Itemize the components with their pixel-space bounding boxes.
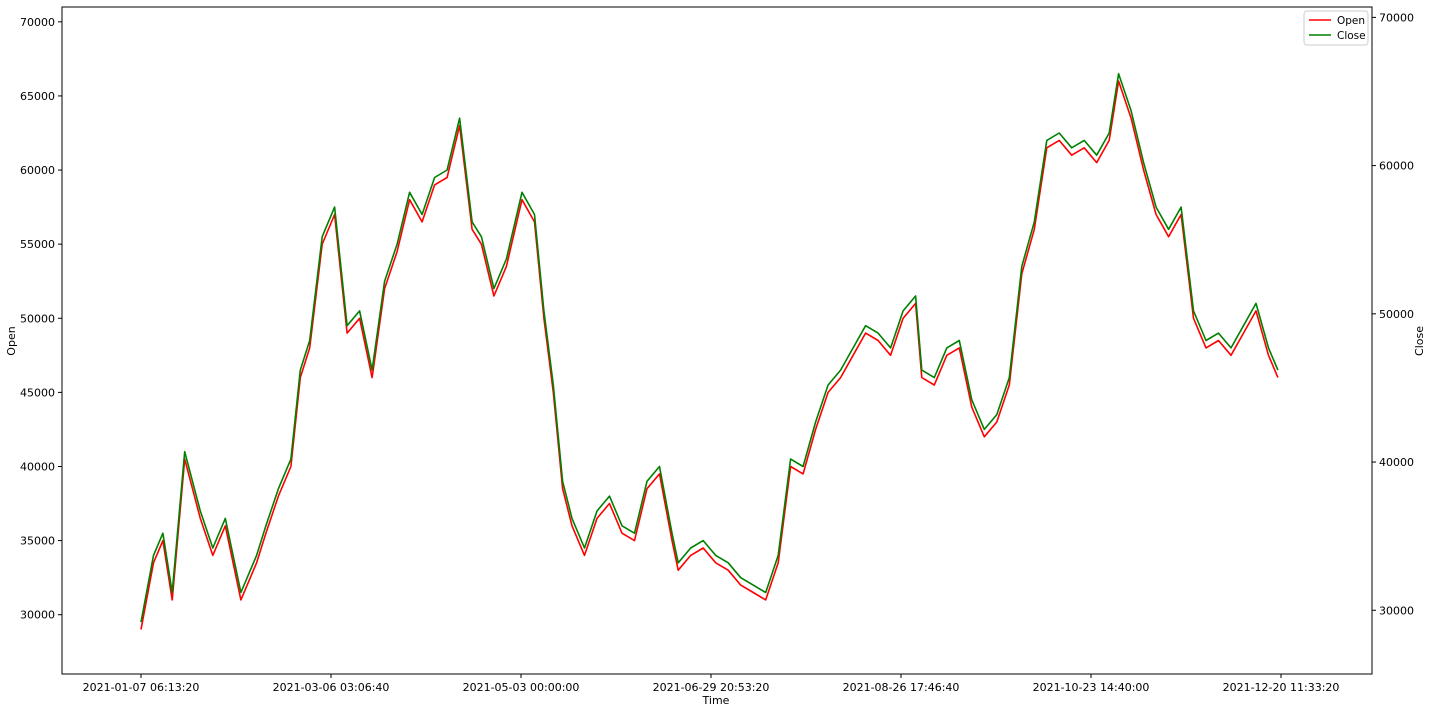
y-left-tick-label: 30000	[20, 609, 55, 622]
x-axis: 2021-01-07 06:13:20 2021-03-06 03:06:40 20…	[83, 674, 1340, 694]
y-axis-right-label: Close	[1413, 326, 1426, 356]
x-tick-label: 2021-03-06 03:06:40	[273, 681, 390, 694]
legend: Open Close	[1303, 10, 1369, 46]
x-tick-label: 2021-08-26 17:46:40	[843, 681, 960, 694]
y-axis-left-label: Open	[5, 326, 18, 355]
legend-open-label: Open	[1337, 15, 1365, 27]
y-left-tick-label: 35000	[20, 535, 55, 548]
series-layer	[140, 72, 1279, 630]
y-left-tick-label: 50000	[20, 312, 55, 325]
x-tick-label: 2021-10-23 14:40:00	[1033, 681, 1150, 694]
y-left-tick-label: 40000	[20, 460, 55, 473]
y-left-tick-label: 60000	[20, 164, 55, 177]
y-right-tick-label: 50000	[1379, 308, 1414, 321]
legend-close-label: Close	[1337, 30, 1366, 42]
series-line-open	[140, 80, 1279, 630]
y-axis-left: 30000 35000 40000 45000 50000 55000 60000 65000…	[20, 16, 62, 622]
x-tick-label: 2021-01-07 06:13:20	[83, 681, 200, 694]
x-tick-label: 2021-06-29 20:53:20	[653, 681, 770, 694]
y-left-tick-label: 45000	[20, 386, 55, 399]
series-line-close	[140, 72, 1279, 623]
plot-frame	[61, 6, 1373, 675]
x-axis-label: Time	[702, 694, 730, 707]
y-left-tick-label: 70000	[20, 16, 55, 29]
x-tick-label: 2021-05-03 00:00:00	[463, 681, 580, 694]
x-tick-label: 2021-12-20 11:33:20	[1223, 681, 1340, 694]
y-right-tick-label: 70000	[1379, 11, 1414, 24]
y-left-tick-label: 55000	[20, 238, 55, 251]
y-right-tick-label: 30000	[1379, 604, 1414, 617]
y-axis-right: 30000 40000 50000 60000 70000	[1372, 11, 1414, 617]
y-right-tick-label: 60000	[1379, 160, 1414, 173]
y-left-tick-label: 65000	[20, 90, 55, 103]
y-right-tick-label: 40000	[1379, 456, 1414, 469]
